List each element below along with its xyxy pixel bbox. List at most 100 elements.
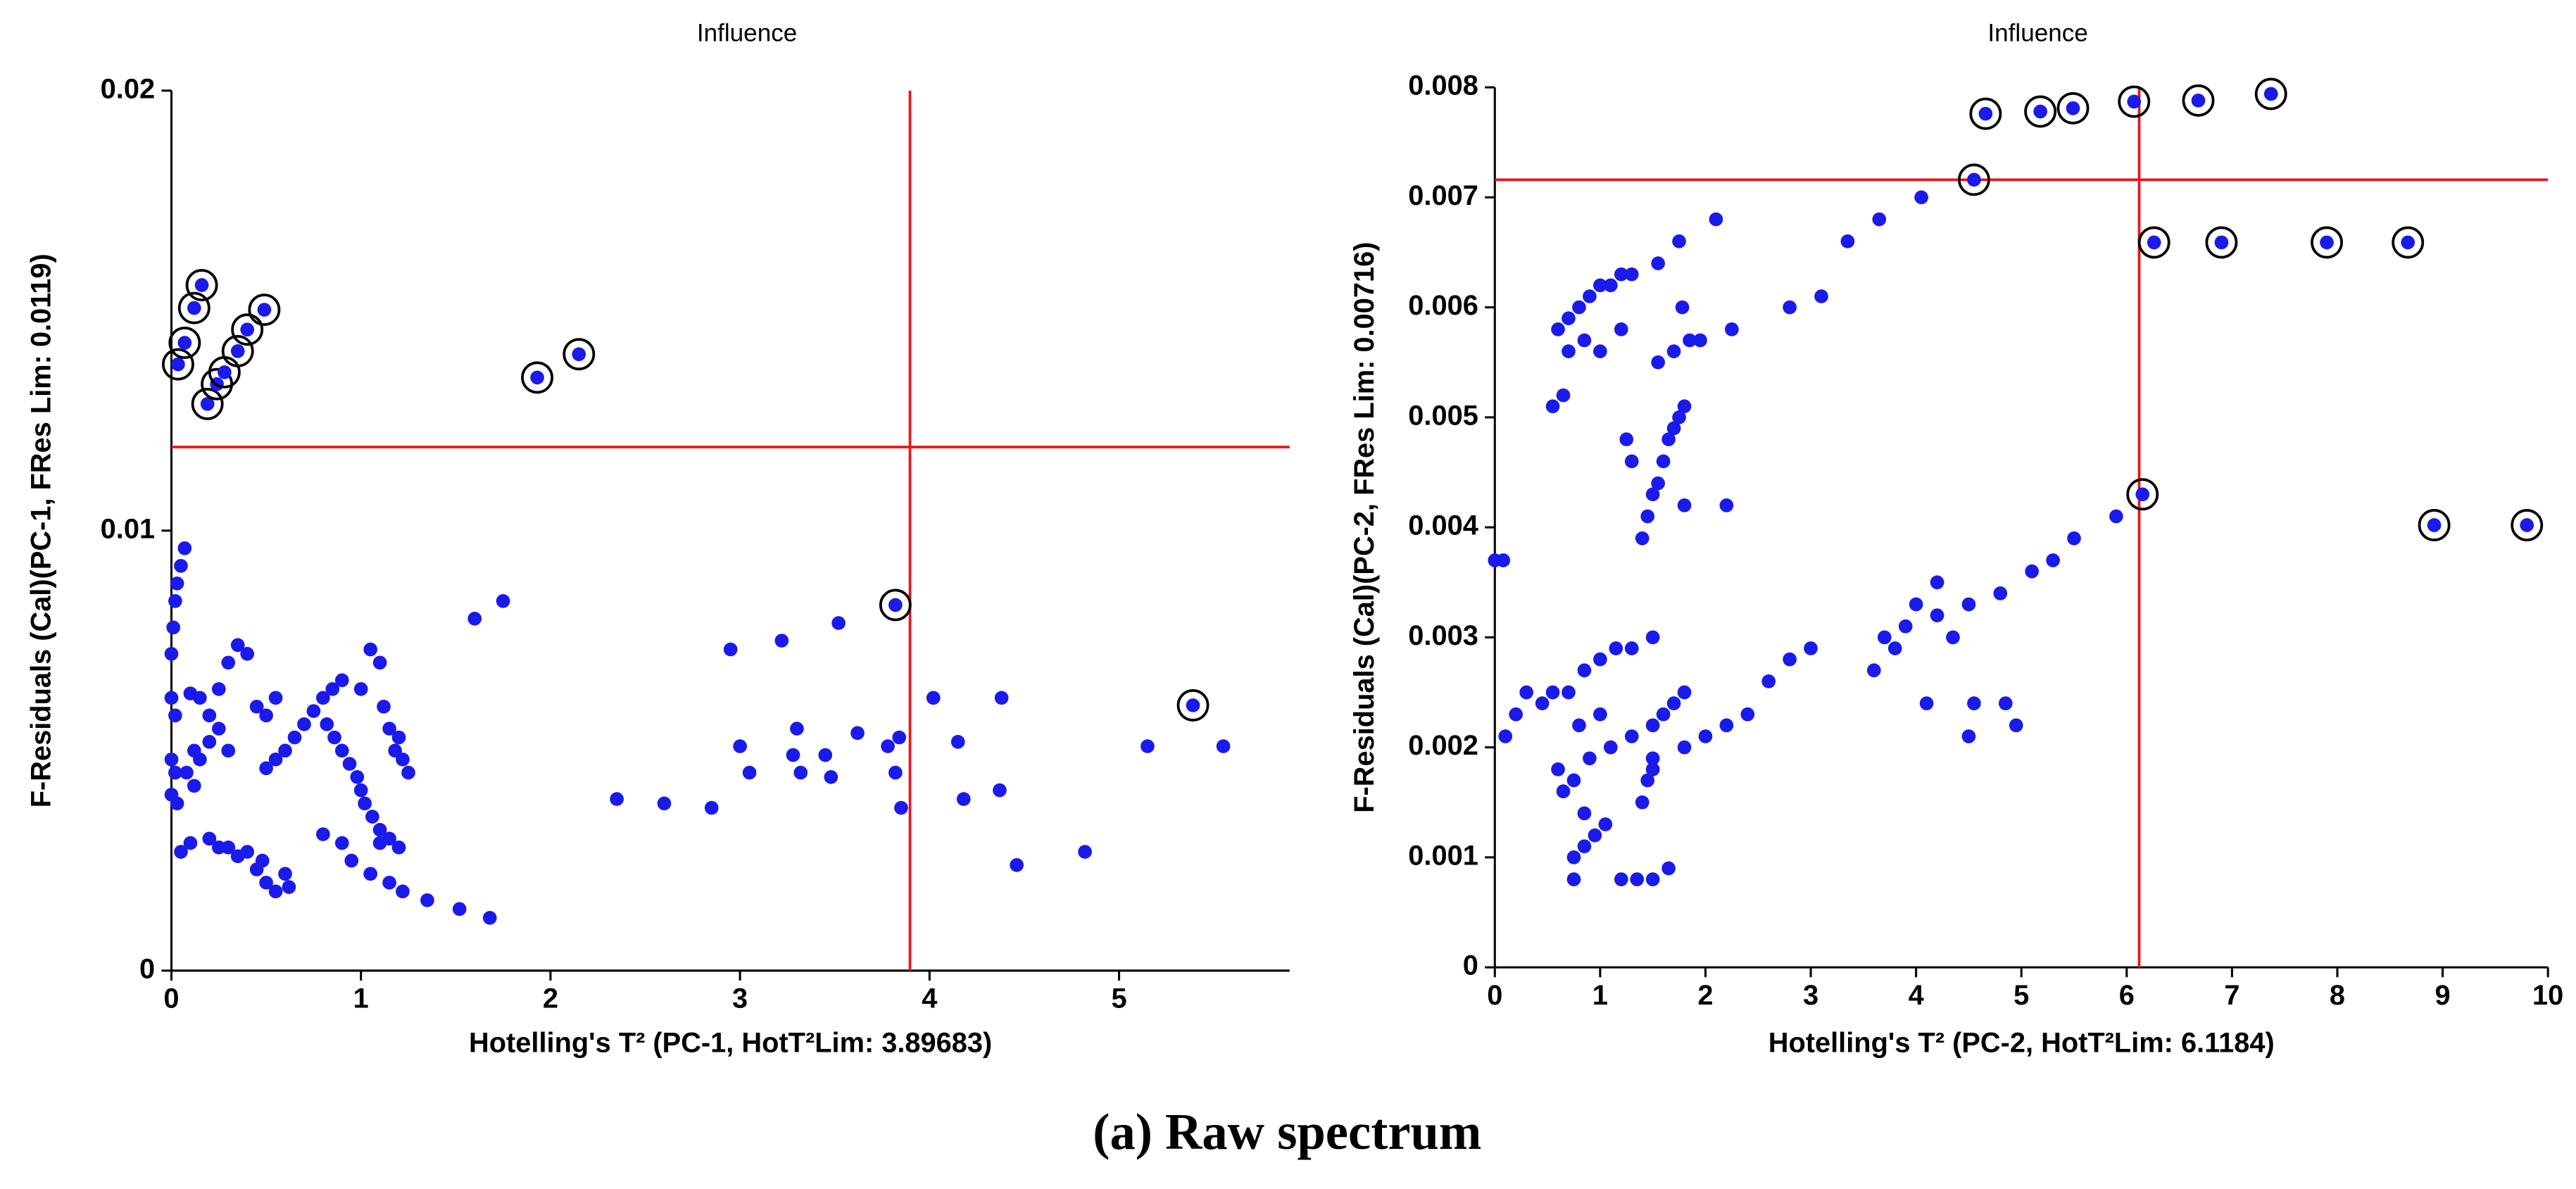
outlier-dot <box>1186 698 1200 712</box>
point <box>1877 630 1892 645</box>
outlier-ring <box>185 269 218 301</box>
outlier-point <box>563 338 596 371</box>
outlier-point <box>208 356 241 389</box>
point <box>1919 696 1934 710</box>
point <box>1645 718 1660 733</box>
point <box>1930 608 1944 622</box>
x-tick-label: 8 <box>2330 980 2345 1011</box>
point <box>1998 696 2013 710</box>
point <box>2067 531 2081 546</box>
point <box>956 792 971 806</box>
point <box>320 717 334 731</box>
outlier-point <box>2392 226 2425 259</box>
y-tick-label: 0.008 <box>1408 70 1478 101</box>
point <box>831 616 846 630</box>
point <box>1645 872 1660 886</box>
point <box>1598 817 1613 831</box>
point <box>1630 872 1645 886</box>
point <box>1887 641 1902 655</box>
point <box>1719 718 1734 733</box>
point <box>1141 739 1155 753</box>
point <box>1666 344 1681 358</box>
point <box>1677 685 1692 700</box>
point <box>1672 410 1686 424</box>
point <box>164 646 179 661</box>
point <box>1645 751 1660 766</box>
point <box>358 796 372 811</box>
outlier-ring <box>2182 84 2215 117</box>
point <box>240 646 255 661</box>
point <box>202 734 217 749</box>
outlier-ring <box>221 334 254 367</box>
point <box>2025 564 2040 579</box>
point <box>211 840 226 855</box>
chart: Influence Hotelling's T² (PC-1, HotT²Lim:… <box>25 19 1290 1059</box>
outlier-ring <box>2205 226 2238 259</box>
y-axis-label: F-Residuals (Cal)(PC-1, FRes Lim: 0.0119… <box>25 253 56 807</box>
point <box>1498 729 1513 743</box>
point <box>259 875 273 890</box>
point <box>1635 795 1650 810</box>
point <box>704 800 719 815</box>
point <box>1562 685 1576 700</box>
outlier-ring <box>2024 95 2057 128</box>
outlier-point <box>231 313 264 346</box>
point <box>1593 344 1607 358</box>
point <box>1645 487 1660 502</box>
point <box>316 691 330 705</box>
point <box>372 655 387 670</box>
point <box>278 743 292 758</box>
outlier-ring <box>248 294 281 326</box>
point <box>230 849 245 864</box>
point <box>1914 190 1928 205</box>
point <box>2046 553 2060 567</box>
y-tick-label: 0.005 <box>1408 400 1478 431</box>
point <box>287 730 302 745</box>
point <box>1651 355 1665 370</box>
x-tick-label: 1 <box>353 983 369 1014</box>
point <box>1577 333 1592 348</box>
point <box>1677 399 1692 414</box>
point <box>1675 300 1690 315</box>
y-tick-label: 0 <box>1463 950 1478 981</box>
point <box>1545 685 1560 700</box>
outlier-point <box>2024 95 2057 128</box>
point <box>1677 498 1692 512</box>
point <box>164 691 179 705</box>
point <box>268 752 283 767</box>
x-tick-label: 6 <box>2119 980 2135 1011</box>
point <box>1783 652 1797 667</box>
point <box>211 722 226 736</box>
y-tick-label: 0.004 <box>1408 510 1478 541</box>
outlier-ring <box>2311 226 2343 259</box>
outlier-dot <box>177 336 192 350</box>
outlier-point <box>2137 226 2170 259</box>
outlier-point <box>2254 77 2287 111</box>
outlier-ring <box>161 348 194 381</box>
point <box>1683 333 1697 348</box>
point <box>306 704 321 718</box>
point <box>174 558 188 573</box>
x-tick-label: 0 <box>1487 980 1502 1011</box>
point <box>1909 597 1923 612</box>
point <box>1496 553 1511 567</box>
chart-title: Influence <box>1987 19 2088 46</box>
point <box>1566 850 1581 864</box>
point <box>334 836 349 850</box>
point <box>350 769 365 784</box>
outlier-dot <box>530 370 544 385</box>
point <box>183 836 198 850</box>
point <box>1577 839 1592 854</box>
point <box>926 691 941 705</box>
point <box>1619 432 1634 446</box>
point <box>1551 762 1565 776</box>
point <box>1624 641 1639 655</box>
point <box>993 783 1007 798</box>
point <box>353 681 368 696</box>
outlier-ring <box>563 338 596 371</box>
point <box>1593 707 1607 722</box>
point <box>774 634 789 648</box>
point <box>202 708 217 723</box>
point <box>365 810 379 824</box>
